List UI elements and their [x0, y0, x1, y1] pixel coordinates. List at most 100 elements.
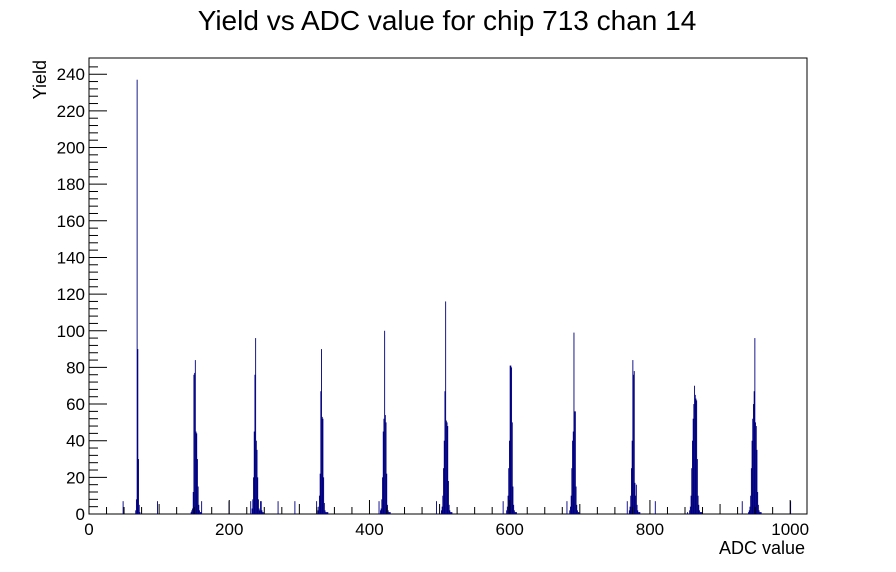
histogram-bin — [253, 431, 255, 514]
histogram-bin — [513, 504, 515, 514]
histogram-bin — [515, 512, 517, 514]
histogram-bin — [751, 440, 753, 514]
histogram-bin — [200, 512, 202, 514]
histogram-bin — [638, 512, 639, 514]
histogram-bin — [320, 391, 322, 514]
histogram-bin — [378, 501, 380, 514]
histogram-bin — [741, 501, 743, 514]
histogram-bin — [635, 495, 637, 514]
y-tick-label: 40 — [66, 432, 85, 451]
histogram-bin — [633, 374, 635, 514]
histogram-bin — [384, 330, 386, 514]
histogram-bin — [506, 510, 508, 514]
histogram-bin — [633, 371, 635, 514]
histogram-bin — [635, 484, 637, 514]
histogram-bin — [318, 495, 320, 514]
histogram-bin — [571, 468, 573, 514]
histogram-bin — [443, 440, 445, 514]
histogram-bin — [139, 512, 141, 514]
y-tick-label: 60 — [66, 395, 85, 414]
histogram-bin — [197, 486, 199, 514]
histogram-bin — [379, 510, 381, 514]
x-tick-label: 0 — [84, 520, 93, 539]
histogram-bin — [694, 385, 696, 514]
x-axis-title: ADC value — [719, 538, 805, 558]
histogram-bin — [386, 473, 388, 514]
histogram-bin — [753, 391, 755, 514]
y-tick-label: 160 — [57, 212, 85, 231]
histogram-bin — [750, 495, 752, 514]
histogram-bin — [253, 477, 254, 514]
histogram-bin — [507, 495, 509, 514]
histogram-bin — [569, 510, 571, 514]
histogram-bin — [510, 365, 512, 514]
histogram-bin — [757, 492, 759, 514]
histogram-bin — [513, 510, 515, 514]
histogram-bin — [259, 510, 261, 514]
histogram-bin — [260, 501, 261, 514]
histogram-bin — [199, 510, 200, 514]
histogram-bin — [321, 416, 323, 514]
histogram-bin — [319, 473, 321, 514]
histogram-bin — [638, 512, 640, 514]
histogram-bin — [749, 506, 751, 514]
histogram-bin — [322, 418, 324, 514]
histogram-bin — [257, 499, 259, 514]
histogram-bin — [755, 422, 757, 514]
histogram-bin — [514, 512, 516, 514]
histogram-bin — [255, 440, 257, 514]
histogram-bin — [327, 512, 329, 514]
histogram-bin — [752, 418, 754, 514]
histogram-bin — [575, 486, 577, 514]
histogram-bin — [257, 477, 259, 514]
histogram-bin — [190, 512, 192, 514]
y-tick-label: 220 — [57, 102, 85, 121]
histogram-bin — [449, 510, 451, 514]
histogram-bin — [574, 411, 576, 514]
histogram-bin — [324, 510, 326, 514]
histogram-bin — [451, 512, 453, 514]
histogram-bin — [509, 440, 510, 514]
histogram-bin — [699, 510, 700, 514]
histogram-bin — [254, 374, 256, 514]
histogram-bin — [448, 504, 450, 514]
histogram-bin — [261, 510, 263, 514]
histogram-bin — [195, 431, 197, 514]
histogram-bin — [294, 501, 296, 514]
histogram-bin — [757, 504, 759, 514]
x-tick-label: 200 — [215, 520, 243, 539]
histogram-bin — [380, 508, 382, 514]
histogram-bin — [759, 512, 761, 514]
histogram-bin — [566, 501, 568, 514]
histogram-bin — [754, 338, 756, 514]
histogram-bin — [748, 510, 750, 514]
histogram-bin — [262, 512, 264, 514]
y-tick-label: 200 — [57, 139, 85, 158]
histogram-bin — [696, 459, 698, 514]
histogram-bin — [135, 510, 137, 514]
histogram-bin — [639, 512, 641, 514]
histogram-bin — [654, 501, 656, 514]
histogram-bin — [199, 512, 201, 514]
histogram-bin — [201, 501, 203, 514]
histogram-bin — [122, 501, 124, 514]
histogram-bin — [194, 372, 196, 514]
histogram-bin — [388, 512, 390, 514]
histogram-bin — [137, 349, 139, 514]
x-tick-label: 1000 — [771, 520, 809, 539]
histogram-bin — [692, 440, 693, 514]
histogram-bin — [512, 486, 514, 514]
histogram-bin — [629, 506, 631, 514]
histogram-bin — [436, 501, 437, 514]
histogram-bin — [326, 512, 327, 514]
histogram-bin — [748, 512, 749, 514]
histogram-bin — [323, 503, 325, 514]
histogram-bin — [383, 418, 385, 514]
y-tick-label: 80 — [66, 358, 85, 377]
histogram-bin — [445, 420, 447, 514]
histogram-bin — [389, 512, 390, 514]
histogram-bin — [251, 508, 253, 514]
histogram-bin — [450, 512, 451, 514]
histogram-bin — [443, 468, 444, 514]
x-axis-ticks: 0 200 400 600 800 1000 — [84, 500, 809, 539]
